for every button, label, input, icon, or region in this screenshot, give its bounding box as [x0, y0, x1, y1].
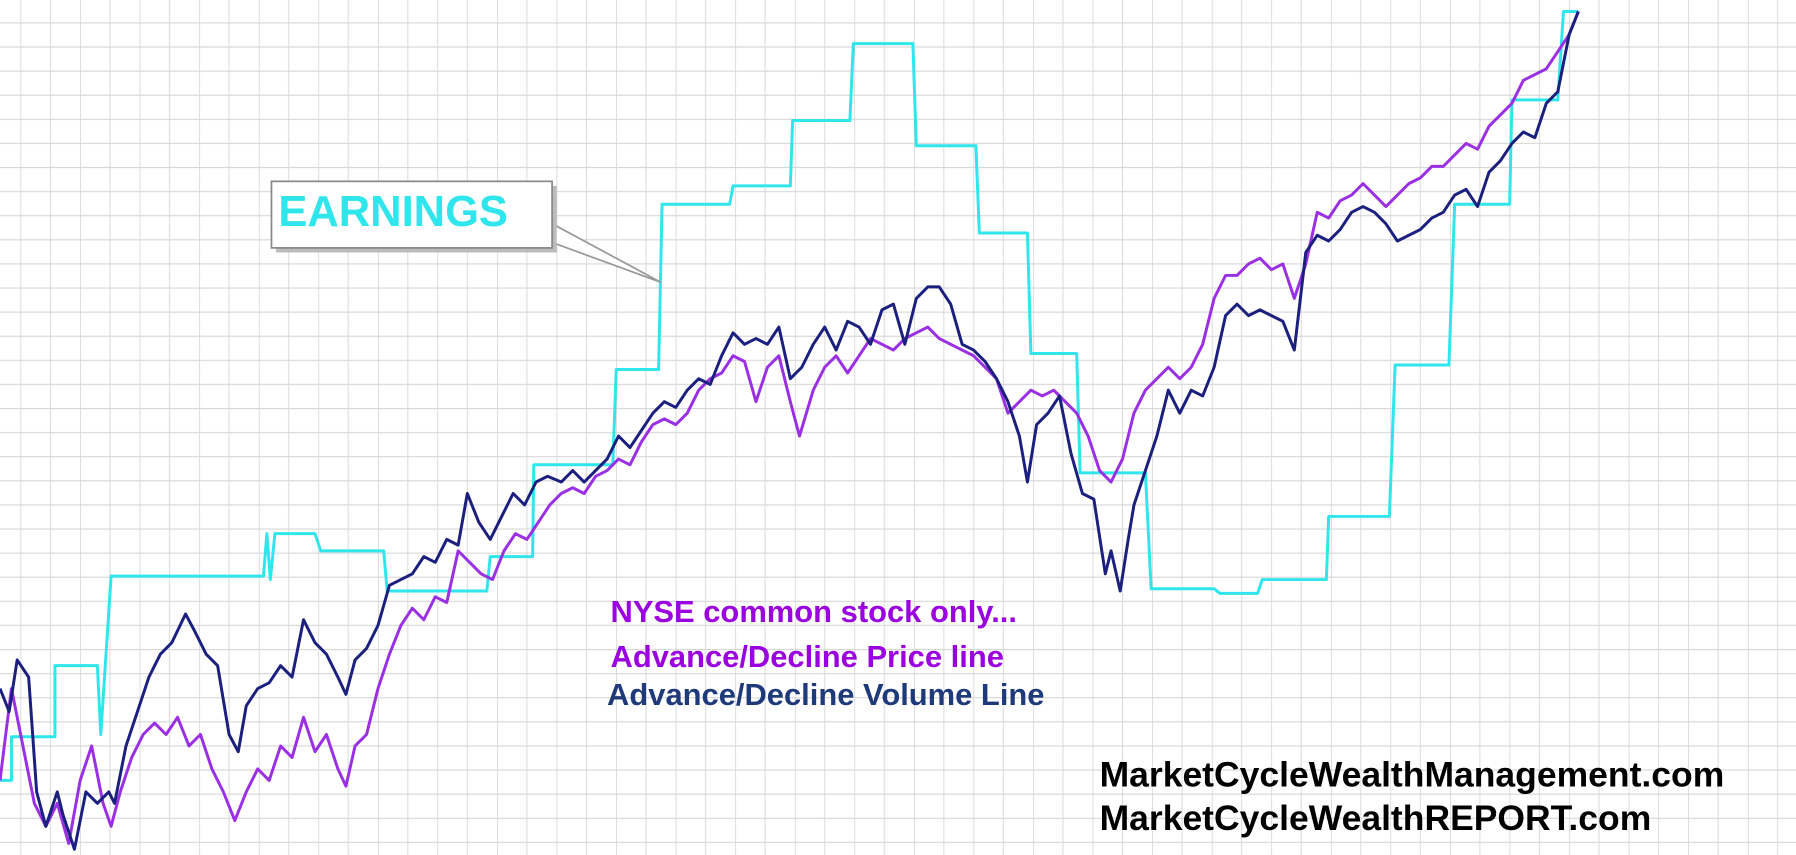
- website: MarketCycleWealthManagement.com: [1100, 754, 1725, 794]
- plot: [0, 9, 1580, 851]
- legend-label: Advance/Decline Volume Line: [607, 677, 1044, 712]
- legend-label: Advance/Decline Price line: [611, 639, 1004, 674]
- series-line: [0, 9, 1579, 782]
- callout: EARNINGS: [270, 180, 662, 284]
- subtitle: NYSE common stock only...: [611, 594, 1017, 629]
- website: MarketCycleWealthREPORT.com: [1100, 798, 1652, 838]
- series-line: [0, 10, 1580, 846]
- series-line: [0, 10, 1580, 851]
- callout-box: [270, 180, 553, 249]
- earnings-label: EARNINGS: [278, 188, 508, 236]
